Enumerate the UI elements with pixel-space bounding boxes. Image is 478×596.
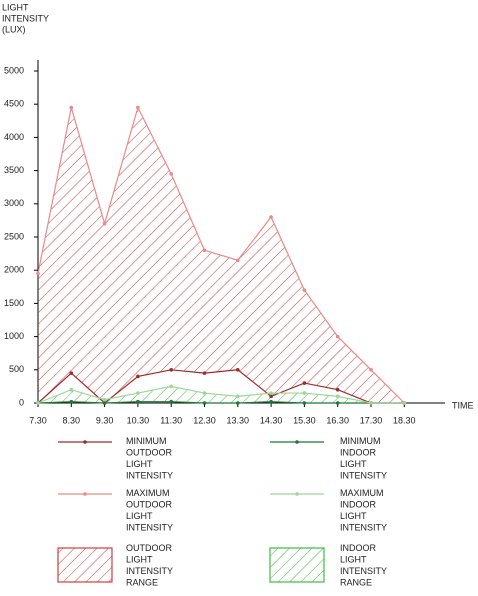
point	[136, 391, 140, 395]
legend-marker	[83, 440, 87, 444]
point	[36, 271, 40, 276]
point	[202, 391, 207, 395]
y-tick-label: 5000	[4, 65, 24, 75]
point	[369, 368, 373, 372]
legend-label: MINIMUM INDOOR LIGHT INTENSITY	[340, 436, 387, 481]
point	[236, 368, 240, 372]
point	[69, 387, 74, 392]
legend-label: INDOOR LIGHT INTENSITY RANGE	[340, 543, 387, 588]
legend-label: MAXIMUM INDOOR LIGHT INTENSITY	[340, 488, 387, 533]
y-tick-label: 2500	[4, 231, 24, 241]
y-tick-label: 4500	[4, 99, 24, 109]
series-line	[37, 401, 405, 404]
series-line	[37, 105, 405, 404]
x-tick-label: 12.30	[193, 415, 216, 425]
point	[102, 397, 107, 402]
legend-label: MAXIMUM OUTDOOR LIGHT INTENSITY	[126, 488, 173, 533]
x-tick-label: 18.30	[393, 415, 416, 425]
y-axis-label: (LUX)	[2, 24, 26, 34]
point	[169, 172, 173, 176]
point	[269, 391, 273, 395]
x-tick-label: 9.30	[96, 415, 114, 425]
point	[236, 394, 240, 399]
point	[269, 215, 273, 219]
legend-swatch	[57, 547, 113, 583]
legend-label: MINIMUM OUTDOOR LIGHT INTENSITY	[126, 436, 173, 481]
point	[102, 221, 107, 226]
series-line	[37, 385, 405, 404]
y-tick-label: 4000	[4, 132, 24, 142]
point	[302, 288, 307, 292]
legend-label: OUTDOOR LIGHT INTENSITY RANGE	[126, 543, 173, 588]
point	[269, 394, 273, 399]
legend-marker	[83, 492, 87, 496]
x-tick-label: 16.30	[326, 415, 349, 425]
point	[302, 401, 307, 405]
point	[369, 401, 373, 405]
point	[69, 371, 74, 375]
y-axis-label: LIGHT	[2, 2, 29, 12]
y-tick-label: 1500	[4, 298, 24, 308]
point	[302, 381, 307, 385]
x-axis-label: TIME	[452, 400, 474, 410]
point	[335, 394, 340, 399]
x-tick-label: 7.30	[29, 415, 47, 425]
x-tick-label: 14.30	[260, 415, 283, 425]
point	[136, 374, 140, 379]
y-tick-label: 0	[19, 397, 24, 407]
point	[136, 399, 140, 404]
x-tick-label: 15.30	[293, 415, 316, 425]
point	[335, 334, 340, 339]
point	[169, 368, 173, 372]
y-tick-label: 3000	[4, 198, 24, 208]
y-tick-label: 2000	[4, 265, 24, 275]
point	[69, 399, 74, 404]
point	[202, 401, 207, 405]
legend-marker	[295, 440, 299, 444]
point	[69, 105, 74, 110]
point	[402, 401, 407, 405]
point	[236, 401, 240, 405]
legend-swatch	[269, 547, 325, 583]
point	[269, 399, 273, 404]
point	[236, 258, 240, 263]
point	[202, 371, 207, 375]
point	[36, 401, 40, 405]
legend-marker	[295, 492, 299, 496]
point	[335, 401, 340, 405]
point	[335, 387, 340, 392]
y-axis-label: INTENSITY	[2, 13, 49, 23]
x-tick-label: 8.30	[63, 415, 81, 425]
point	[169, 384, 173, 389]
y-tick-label: 1000	[4, 331, 24, 341]
point	[169, 399, 173, 404]
x-tick-label: 17.30	[360, 415, 383, 425]
x-tick-label: 10.30	[127, 415, 150, 425]
point	[302, 391, 307, 395]
x-tick-label: 13.30	[227, 415, 250, 425]
point	[102, 401, 107, 405]
y-tick-label: 500	[9, 364, 24, 374]
x-tick-label: 11.30	[160, 415, 182, 425]
point	[202, 248, 207, 253]
point	[136, 105, 140, 110]
y-tick-label: 3500	[4, 165, 24, 175]
